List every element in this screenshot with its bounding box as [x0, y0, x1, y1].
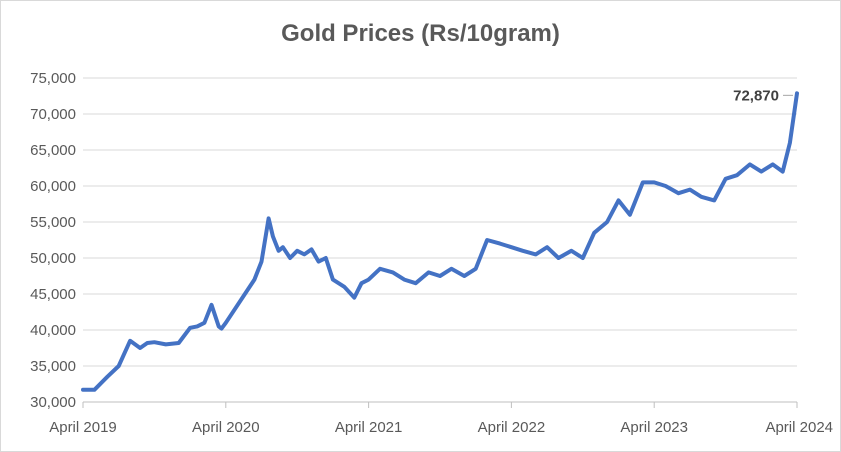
x-tick-label: April 2020	[192, 419, 260, 436]
y-tick-label: 30,000	[30, 394, 76, 411]
y-tick-label: 45,000	[30, 286, 76, 303]
y-tick-label: 50,000	[30, 250, 76, 267]
x-tick-label: April 2023	[620, 419, 688, 436]
y-tick-label: 75,000	[30, 70, 76, 87]
series-line	[81, 91, 799, 392]
x-tick-label: April 2022	[478, 419, 546, 436]
annotation-label: 72,870	[733, 87, 779, 104]
y-tick-label: 35,000	[30, 358, 76, 375]
y-tick-label: 55,000	[30, 214, 76, 231]
x-tick-label: April 2021	[335, 419, 403, 436]
y-tick-label: 70,000	[30, 106, 76, 123]
y-tick-label: 40,000	[30, 322, 76, 339]
x-tick-label: April 2024	[765, 419, 833, 436]
y-tick-label: 60,000	[30, 178, 76, 195]
x-tick-label: April 2019	[49, 419, 117, 436]
chart-title: Gold Prices (Rs/10gram)	[281, 20, 560, 47]
y-tick-label: 65,000	[30, 142, 76, 159]
